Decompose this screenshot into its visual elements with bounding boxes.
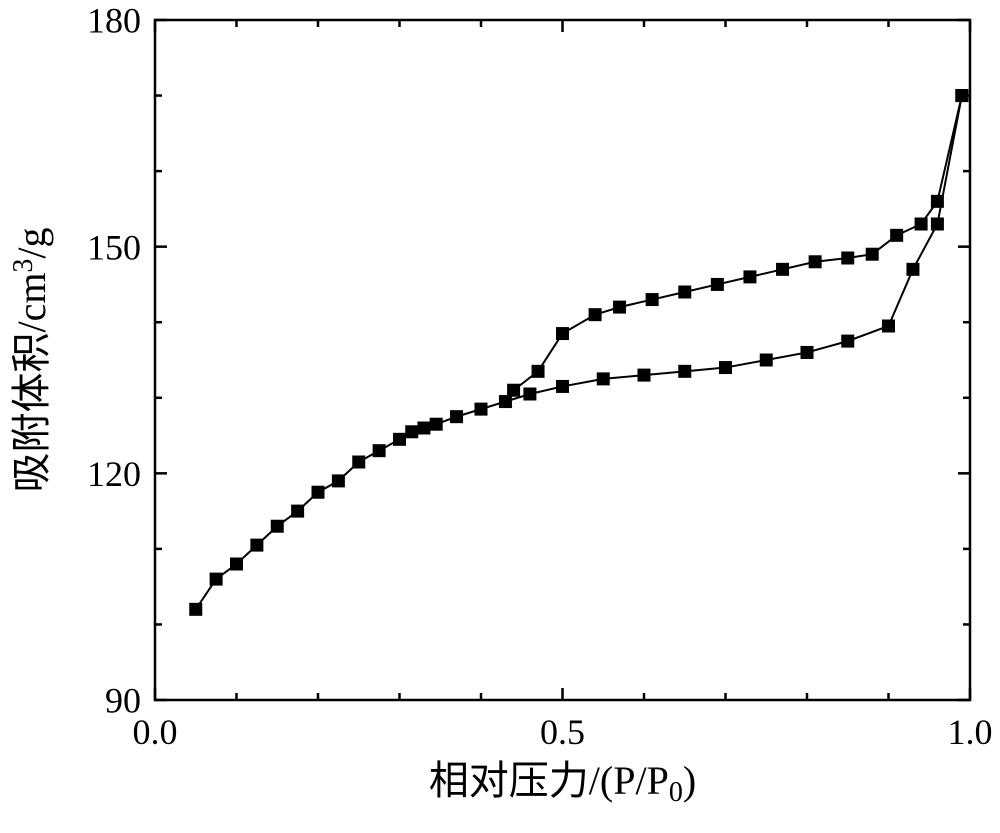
- adsorption-marker: [353, 456, 365, 468]
- desorption-marker: [679, 286, 691, 298]
- desorption-marker: [956, 90, 968, 102]
- adsorption-marker: [475, 403, 487, 415]
- desorption-marker: [891, 229, 903, 241]
- adsorption-marker: [251, 539, 263, 551]
- adsorption-marker: [499, 396, 511, 408]
- adsorption-marker: [292, 505, 304, 517]
- adsorption-marker: [557, 380, 569, 392]
- adsorption-marker: [720, 362, 732, 374]
- y-tick-label: 180: [87, 1, 141, 41]
- adsorption-marker: [597, 373, 609, 385]
- desorption-marker: [915, 218, 927, 230]
- adsorption-marker: [373, 445, 385, 457]
- desorption-marker: [809, 256, 821, 268]
- desorption-marker: [744, 271, 756, 283]
- adsorption-marker: [451, 411, 463, 423]
- x-tick-label: 1.0: [948, 712, 993, 752]
- adsorption-marker: [679, 365, 691, 377]
- desorption-marker: [557, 328, 569, 340]
- y-tick-label: 120: [87, 454, 141, 494]
- adsorption-marker: [332, 475, 344, 487]
- adsorption-marker: [190, 603, 202, 615]
- adsorption-marker: [231, 558, 243, 570]
- isotherm-chart: 0.00.51.090120150180相对压力/(P/P0)吸附体积/cm3/…: [0, 0, 1000, 833]
- desorption-marker: [646, 294, 658, 306]
- adsorption-marker: [638, 369, 650, 381]
- adsorption-marker: [801, 346, 813, 358]
- y-tick-label: 150: [87, 227, 141, 267]
- chart-svg: 0.00.51.090120150180相对压力/(P/P0)吸附体积/cm3/…: [0, 0, 1000, 833]
- adsorption-marker: [883, 320, 895, 332]
- desorption-marker: [931, 195, 943, 207]
- adsorption-marker: [524, 388, 536, 400]
- desorption-marker: [532, 365, 544, 377]
- adsorption-marker: [210, 573, 222, 585]
- y-tick-label: 90: [105, 681, 141, 721]
- x-tick-label: 0.5: [540, 712, 585, 752]
- desorption-marker: [508, 384, 520, 396]
- desorption-marker: [589, 309, 601, 321]
- desorption-marker: [866, 248, 878, 260]
- adsorption-marker: [842, 335, 854, 347]
- adsorption-marker: [312, 486, 324, 498]
- adsorption-marker: [760, 354, 772, 366]
- adsorption-marker: [418, 422, 430, 434]
- desorption-marker: [614, 301, 626, 313]
- adsorption-marker: [406, 426, 418, 438]
- adsorption-marker: [931, 218, 943, 230]
- adsorption-marker: [430, 418, 442, 430]
- adsorption-marker: [271, 520, 283, 532]
- x-axis-label: 相对压力/(P/P0): [429, 758, 696, 808]
- adsorption-marker: [394, 433, 406, 445]
- desorption-marker: [777, 263, 789, 275]
- desorption-marker: [842, 252, 854, 264]
- desorption-marker: [711, 278, 723, 290]
- adsorption-marker: [907, 263, 919, 275]
